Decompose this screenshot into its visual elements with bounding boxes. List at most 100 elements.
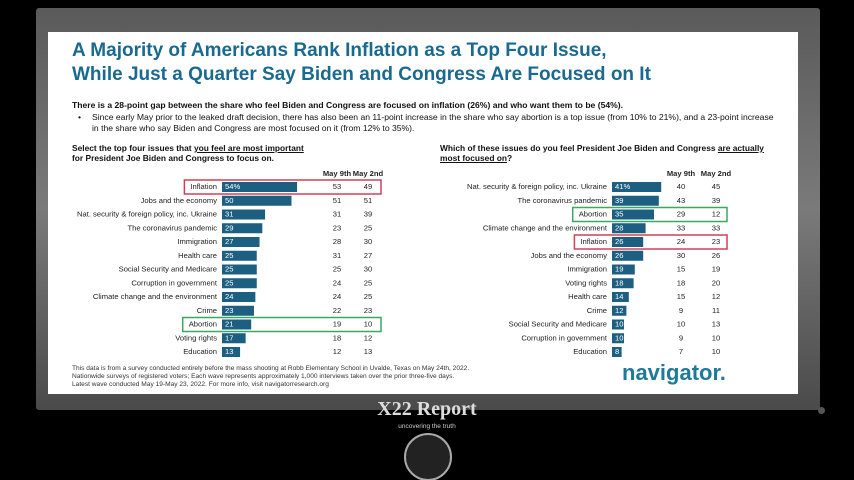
- column-header: May 9th: [323, 169, 352, 178]
- column-value: 26: [712, 251, 720, 260]
- column-value: 15: [677, 265, 685, 274]
- category-label: Immigration: [177, 237, 217, 246]
- bar: [612, 223, 646, 234]
- category-label: Abortion: [579, 210, 607, 219]
- column-header: May 2nd: [353, 169, 384, 178]
- bar-label: 12: [615, 306, 623, 315]
- title-line: While Just a Quarter Say Biden and Congr…: [72, 64, 651, 85]
- note: Latest wave conducted May 19-May 23, 202…: [72, 381, 329, 388]
- category-label: Voting rights: [565, 278, 607, 287]
- logo: navigator.: [622, 360, 726, 385]
- bar: [612, 209, 654, 220]
- category-label: Inflation: [190, 182, 217, 191]
- bar-label: 25: [225, 265, 233, 274]
- bar: [612, 195, 659, 206]
- column-value: 25: [364, 223, 372, 232]
- category-label: Crime: [197, 306, 217, 315]
- bar-label: 41%: [615, 182, 630, 191]
- column-value: 43: [677, 196, 685, 205]
- bar: [222, 333, 246, 344]
- bar: [612, 347, 622, 357]
- bullet: Since early May prior to the leaked draf…: [78, 112, 782, 134]
- question-part: for President Joe Biden and Congress to …: [72, 153, 274, 163]
- column-value: 27: [364, 251, 372, 260]
- bar: [612, 278, 634, 289]
- column-value: 12: [333, 347, 341, 356]
- column-value: 12: [712, 210, 720, 219]
- question-part: Which of these issues do you feel Presid…: [440, 143, 718, 153]
- column-value: 10: [677, 320, 685, 329]
- question-part: you feel are most important: [193, 143, 304, 153]
- slide: A Majority of Americans Rank Inflation a…: [48, 32, 798, 394]
- column-value: 25: [333, 265, 341, 274]
- bar: [222, 209, 266, 220]
- tagline: uncovering the truth: [398, 423, 456, 430]
- bar-label: 31: [225, 210, 233, 219]
- bar: [222, 347, 241, 357]
- column-value: 18: [333, 333, 341, 342]
- column-value: 11: [712, 306, 720, 315]
- category-label: Jobs and the economy: [531, 251, 608, 260]
- column-value: 18: [677, 278, 685, 287]
- bar-label: 27: [225, 237, 233, 246]
- category-label: Climate change and the environment: [93, 292, 218, 301]
- bar-label: 50: [225, 196, 233, 205]
- bar-label: 25: [225, 278, 233, 287]
- bar: [222, 223, 263, 234]
- column-value: 20: [712, 278, 720, 287]
- bar-label: 14: [615, 292, 623, 301]
- bar-label: 10: [615, 333, 623, 342]
- note: Nationwide surveys of registered voters;…: [72, 373, 455, 380]
- bar: [222, 305, 254, 316]
- column-value: 39: [712, 196, 720, 205]
- column-value: 31: [333, 251, 341, 260]
- note: This data is from a survey conducted ent…: [72, 365, 470, 372]
- column-value: 13: [364, 347, 372, 356]
- highlight-box: [573, 234, 728, 250]
- bar: [222, 195, 292, 206]
- category-label: Inflation: [580, 237, 607, 246]
- highlight-box: [571, 206, 728, 223]
- bar-label: 24: [225, 292, 233, 301]
- column-value: 53: [333, 182, 341, 191]
- subtitle: There is a 28-point gap between the shar…: [72, 100, 624, 110]
- emblem: [404, 433, 452, 480]
- bar: [222, 237, 260, 247]
- column-value: 23: [712, 237, 720, 246]
- bar-label: 23: [225, 306, 233, 315]
- column-value: 22: [333, 306, 341, 315]
- column-value: 12: [364, 333, 372, 342]
- category-label: Corruption in government: [521, 333, 608, 342]
- column-value: 40: [677, 182, 685, 191]
- question-part: are actually most focused on: [440, 143, 764, 163]
- question-part: Select the top four issues that: [72, 143, 194, 153]
- bar-label: 10: [615, 320, 623, 329]
- bar: [222, 182, 298, 192]
- category-label: The coronavirus pandemic: [128, 223, 218, 232]
- category-label: Social Security and Medicare: [119, 265, 217, 274]
- bar-label: 19: [615, 265, 623, 274]
- column-value: 24: [333, 292, 341, 301]
- category-label: Education: [573, 347, 607, 356]
- bar-label: 54%: [225, 182, 240, 191]
- bar-label: 21: [225, 320, 233, 329]
- column-value: 30: [677, 251, 685, 260]
- column-value: 23: [333, 223, 341, 232]
- power-light: [818, 407, 825, 414]
- column-value: 19: [333, 320, 341, 329]
- category-label: Social Security and Medicare: [509, 320, 607, 329]
- category-label: Climate change and the environment: [483, 223, 608, 232]
- bar: [222, 264, 257, 275]
- bar: [612, 250, 644, 261]
- column-value: 10: [712, 333, 720, 342]
- bar-label: 39: [615, 196, 623, 205]
- bar: [222, 278, 257, 289]
- category-label: Jobs and the economy: [141, 196, 218, 205]
- column-value: 24: [677, 237, 685, 246]
- column-value: 24: [333, 278, 341, 287]
- column-value: 30: [364, 265, 372, 274]
- column-value: 25: [364, 278, 372, 287]
- bar-label: 18: [615, 278, 623, 287]
- column-value: 15: [677, 292, 685, 301]
